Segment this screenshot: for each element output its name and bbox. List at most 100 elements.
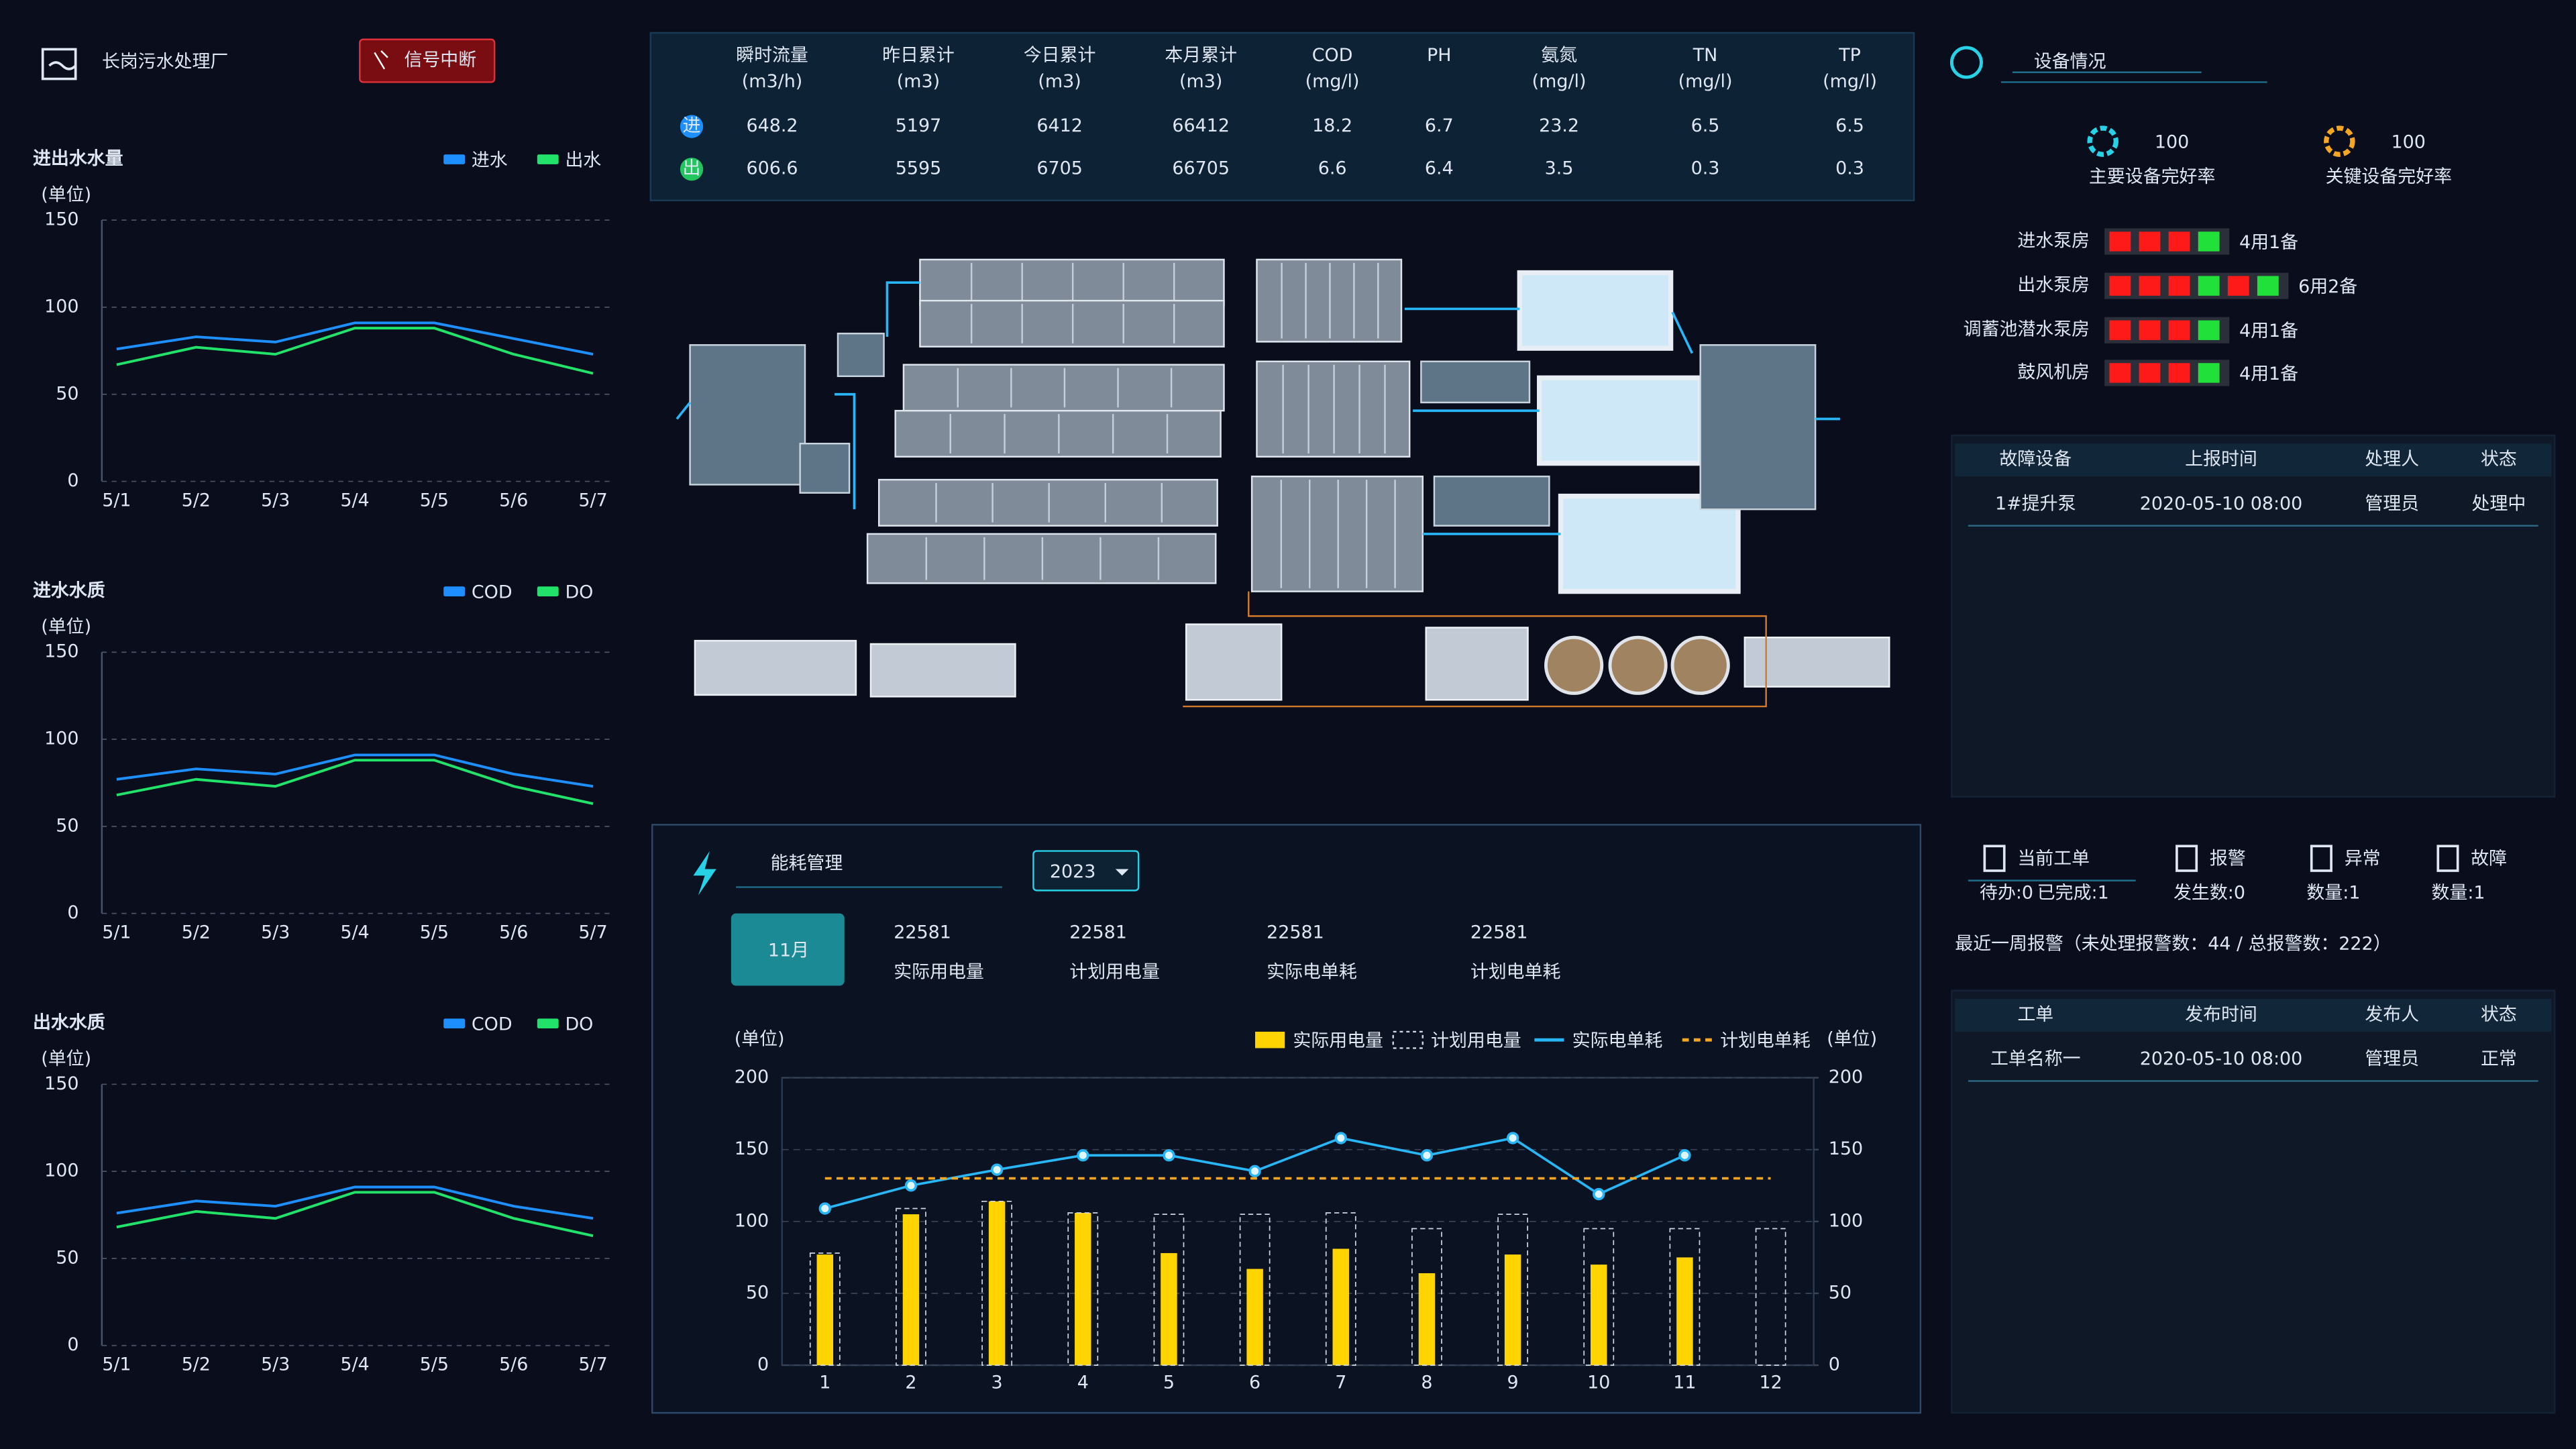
x-tick-label: 5/4: [340, 922, 369, 943]
marker: [1593, 1187, 1605, 1201]
legend-swatch: [537, 1018, 559, 1029]
x-tick-label: 5/6: [499, 490, 528, 511]
table-header: 发布时间: [2185, 1004, 2257, 1025]
badge-text: 信号中断: [404, 50, 476, 70]
legend-label: 实际电单耗: [1572, 1030, 1663, 1051]
table-cell: 2020-05-10 08:00: [2140, 493, 2303, 514]
y-tick-label: 0: [67, 1334, 78, 1355]
bar: [1504, 1254, 1521, 1366]
x-tick-label: 5/5: [420, 1354, 449, 1375]
plant-illustration: [676, 258, 1890, 708]
tank-rib: [949, 414, 951, 453]
tab-title: 故障: [2471, 848, 2507, 869]
kpi-label: 实际用电量: [894, 961, 984, 982]
clarifier: [1670, 635, 1730, 695]
status-light: [2109, 320, 2131, 340]
table-header: 处理人: [2365, 449, 2419, 470]
column-name: 本月累计: [1165, 45, 1237, 66]
pump-name: 鼓风机房: [2017, 362, 2090, 382]
y-tick-label: 0: [67, 902, 78, 923]
cell: 6.5: [1835, 115, 1864, 136]
pool: [1537, 375, 1703, 466]
x-tick-label: 5/7: [578, 490, 607, 511]
tank-rib: [1307, 364, 1309, 453]
y-label: (单位): [41, 1049, 91, 1069]
status-light: [2198, 363, 2220, 383]
tank-rib: [1384, 364, 1386, 453]
kpi-value: 22581: [1267, 922, 1324, 943]
bar: [988, 1201, 1006, 1366]
legend-swatch: [1392, 1030, 1424, 1049]
y-tick-label: 50: [56, 383, 78, 404]
y-tick-label: 50: [56, 1247, 78, 1268]
tank-rib: [1309, 480, 1311, 588]
table-cell: 管理员: [2365, 493, 2419, 514]
column-unit: (m3/h): [742, 71, 803, 92]
column-name: PH: [1427, 45, 1451, 66]
tank-rib: [1099, 537, 1102, 580]
legend-label: COD: [472, 582, 513, 603]
table-cell: 1#提升泵: [1995, 493, 2076, 514]
marker: [1678, 1149, 1691, 1162]
y2-tick-label: 200: [1829, 1067, 1863, 1087]
table-header-bg: [1955, 998, 2552, 1032]
planned-bar: [1067, 1212, 1099, 1366]
x-tick-label: 12: [1759, 1373, 1782, 1393]
x-tick-label: 4: [1077, 1373, 1089, 1393]
tab-icon: [1983, 845, 2006, 872]
tank-rib: [1280, 480, 1283, 588]
badge-icon: [374, 50, 388, 70]
marker: [1334, 1132, 1347, 1144]
tank-rib: [1021, 304, 1023, 343]
cell: 3.5: [1545, 158, 1574, 179]
tab-sub: 数量:1: [2306, 883, 2360, 904]
cell: 5197: [896, 115, 942, 136]
pump-name: 调蓄池潜水泵房: [1964, 319, 2090, 340]
cell: 6.5: [1691, 115, 1720, 136]
kpi-label: 计划电单耗: [1470, 961, 1561, 982]
tank-rib: [1010, 368, 1012, 408]
status-light: [2109, 276, 2131, 296]
pipe: [676, 281, 1840, 535]
x-tick-label: 5/5: [420, 490, 449, 511]
line: [116, 759, 594, 806]
x-tick-label: 5: [1163, 1373, 1175, 1393]
status-light: [2139, 231, 2161, 252]
column-name: 今日累计: [1024, 45, 1096, 66]
dropdown-arrow: [1115, 869, 1129, 876]
tank-rib: [925, 537, 928, 580]
y2-tick-label: 50: [1829, 1282, 1851, 1303]
tab-icon: [2176, 845, 2198, 872]
column-name: 昨日累计: [882, 45, 955, 66]
cell: 0.3: [1691, 158, 1720, 179]
y-tick-label: 50: [56, 815, 78, 836]
tank-rib: [1166, 414, 1169, 453]
tank-rib: [1041, 537, 1044, 580]
status-light: [2168, 320, 2190, 340]
tab-sub: 发生数:0: [2174, 883, 2245, 904]
table-header: 故障设备: [1999, 449, 2072, 470]
tank-rib: [1282, 364, 1284, 453]
y-tick-label: 50: [746, 1282, 769, 1303]
table-header: 工单: [2017, 1004, 2053, 1025]
bar: [902, 1214, 920, 1366]
cell: 6.7: [1425, 115, 1454, 136]
x-tick-label: 5/1: [102, 922, 131, 943]
marker: [1163, 1149, 1175, 1162]
tank-rib: [1104, 483, 1106, 523]
y-tick-label: 150: [44, 641, 78, 662]
line: [116, 327, 594, 375]
pump-name: 进水泵房: [2017, 231, 2090, 252]
cell: 6.4: [1425, 158, 1454, 179]
bar: [1676, 1257, 1693, 1366]
table-cell: 正常: [2481, 1049, 2517, 1069]
tank-rib: [1122, 262, 1124, 303]
column-unit: (mg/l): [1823, 71, 1877, 92]
tank-rib: [1365, 480, 1368, 588]
tank-rib: [1173, 262, 1175, 303]
x-tick-label: 9: [1507, 1373, 1519, 1393]
year-select[interactable]: [1032, 850, 1140, 892]
x-tick-label: 5/2: [182, 490, 211, 511]
unit: [799, 443, 851, 494]
legend-label: DO: [565, 1014, 593, 1035]
